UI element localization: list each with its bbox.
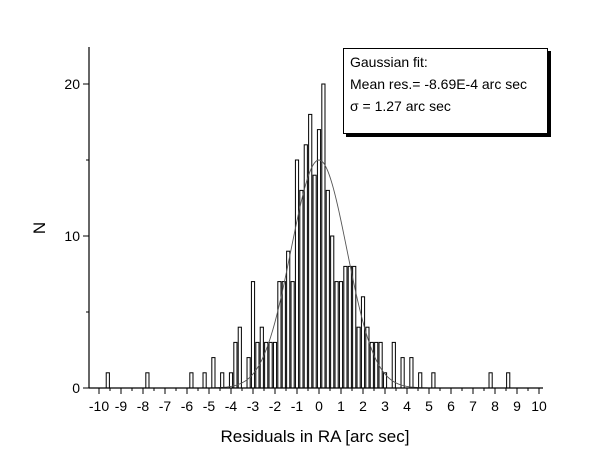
y-axis-label: N — [30, 222, 49, 234]
x-tick-label: 8 — [491, 398, 499, 414]
histogram-bar — [202, 372, 207, 389]
histogram-bar — [334, 281, 339, 389]
histogram-bar — [356, 326, 361, 389]
x-tick-label: 1 — [337, 398, 345, 414]
x-tick-label: 9 — [513, 398, 521, 414]
histogram-bar — [400, 357, 405, 389]
histogram-bar — [325, 189, 330, 389]
histogram-bar — [211, 357, 216, 389]
histogram-bar — [374, 341, 379, 389]
x-tick-label: -2 — [269, 398, 282, 414]
legend-title: Gaussian fit: — [350, 54, 428, 70]
x-tick-label: -6 — [181, 398, 194, 414]
x-axis-label: Residuals in RA [arc sec] — [221, 427, 410, 446]
histogram-bar — [308, 113, 313, 389]
x-tick-label: -7 — [159, 398, 172, 414]
x-tick-label: -8 — [137, 398, 150, 414]
histogram-bar — [233, 341, 238, 389]
histogram-bar — [145, 372, 150, 389]
histogram-bar — [312, 174, 317, 389]
x-tick-label: -9 — [115, 398, 128, 414]
histogram-bar — [281, 281, 286, 389]
histogram-bar — [343, 265, 348, 389]
y-axis-ticks: 0 10 20 — [64, 76, 89, 396]
histogram-bar — [237, 326, 242, 389]
x-tick-label: 0 — [315, 398, 323, 414]
histogram-bar — [330, 235, 335, 389]
histogram-bar — [220, 372, 225, 389]
x-tick-label: 2 — [359, 398, 367, 414]
histogram-bar — [228, 372, 234, 389]
x-tick-label: 5 — [425, 398, 433, 414]
x-axis-ticks: -10 -9 -8 -7 -6 -5 -4 -3 -2 -1 0 1 2 3 4 5 6 7 8 9 10 — [89, 388, 547, 414]
histogram-bar — [189, 372, 194, 389]
y-tick-label: 20 — [64, 76, 80, 92]
histogram-bar — [290, 281, 295, 389]
x-tick-label: -5 — [203, 398, 216, 414]
histogram-bar — [360, 296, 366, 389]
histogram-bar — [378, 341, 383, 389]
histogram-bar — [286, 250, 291, 389]
x-tick-label: 10 — [531, 398, 547, 414]
histogram-bar — [409, 357, 414, 389]
histogram-bar — [321, 83, 326, 389]
x-tick-label: 4 — [403, 398, 411, 414]
histogram-bar — [338, 281, 344, 389]
y-tick-label: 0 — [72, 380, 80, 396]
gaussian-fit-curve — [187, 159, 451, 389]
legend-sigma: σ = 1.27 arc sec — [350, 98, 451, 114]
y-tick-label: 10 — [64, 228, 80, 244]
histogram-bar — [268, 341, 273, 389]
histogram-bar — [277, 281, 282, 389]
x-tick-label: -4 — [225, 398, 238, 414]
histogram-bar — [294, 159, 300, 389]
x-tick-label: 6 — [447, 398, 455, 414]
histogram-bar — [299, 189, 304, 389]
histogram-bar — [506, 372, 511, 389]
histogram-bar — [418, 372, 423, 389]
histogram-bar — [246, 357, 251, 389]
histogram-bars — [105, 83, 511, 389]
histogram-bar — [316, 129, 322, 389]
histogram-bar — [431, 372, 436, 389]
histogram-bar — [347, 265, 352, 389]
histogram-bar — [272, 341, 278, 389]
histogram-bar — [488, 372, 493, 389]
histogram-bar — [105, 372, 110, 389]
legend-mean: Mean res.= -8.69E-4 arc sec — [350, 76, 528, 92]
x-tick-label: -3 — [247, 398, 260, 414]
x-tick-label: 7 — [469, 398, 477, 414]
x-tick-label: -10 — [89, 398, 109, 414]
x-tick-label: 3 — [381, 398, 389, 414]
legend-box: Gaussian fit: Mean res.= -8.69E-4 arc se… — [343, 48, 548, 134]
x-tick-label: -1 — [291, 398, 304, 414]
